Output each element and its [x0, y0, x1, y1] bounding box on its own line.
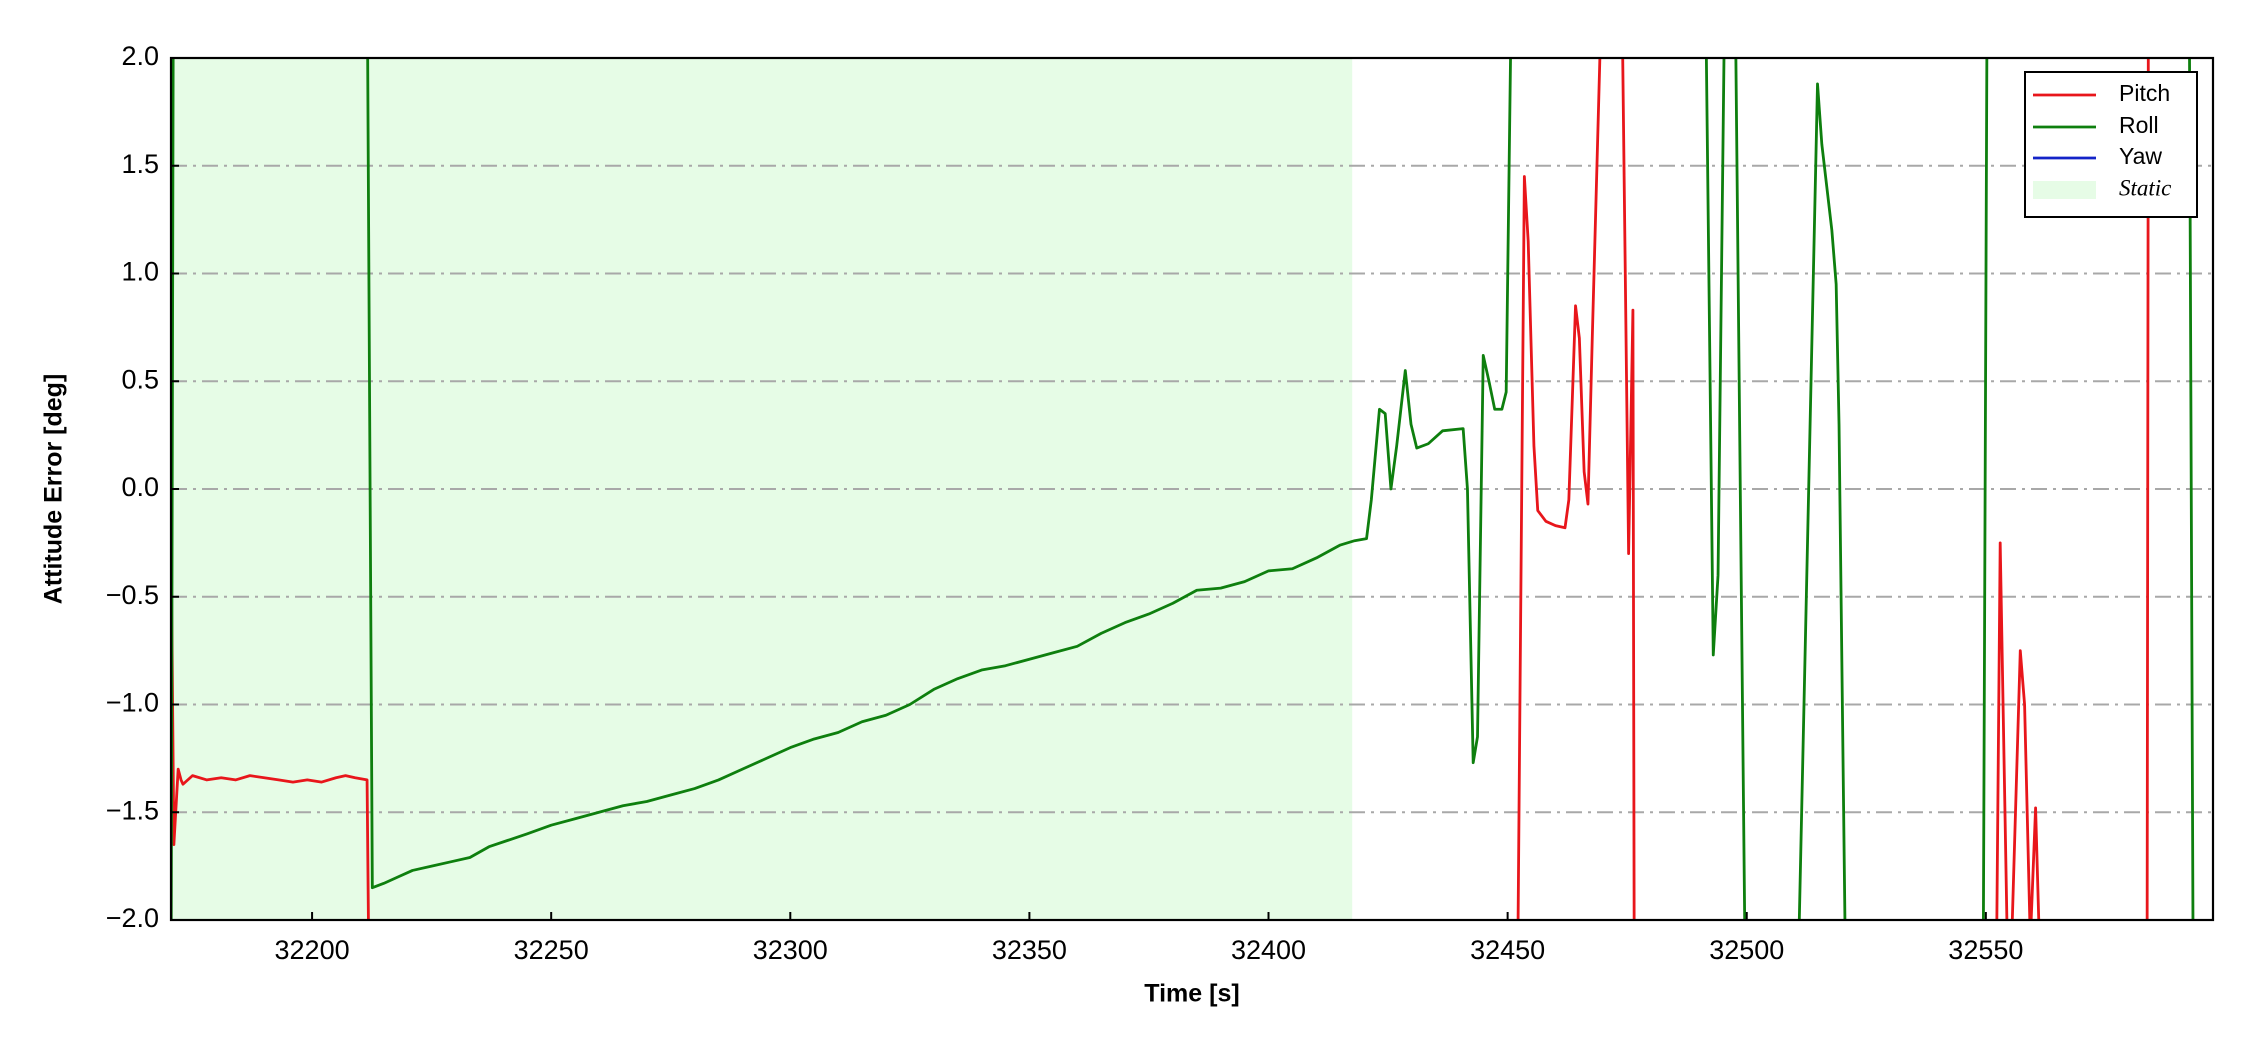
x-tick-label: 32500: [1709, 935, 1784, 965]
lines: [171, 58, 2195, 920]
legend: Pitch Roll Yaw Static: [2024, 71, 2198, 218]
legend-label: Roll: [2119, 112, 2159, 138]
y-tick-label: 2.0: [121, 41, 159, 71]
y-tick-label: 1.5: [121, 149, 159, 179]
y-tick-label: 0.5: [121, 364, 159, 394]
x-tick-label: 32350: [992, 935, 1067, 965]
y-tick-label: −0.5: [106, 580, 159, 610]
legend-swatch: [2033, 181, 2096, 199]
x-tick-label: 32550: [1948, 935, 2023, 965]
legend-label: Yaw: [2119, 143, 2162, 169]
y-tick-label: −1.0: [106, 688, 159, 718]
x-tick-label: 32300: [753, 935, 828, 965]
y-tick-label: −2.0: [106, 903, 159, 933]
y-tick-label: 1.0: [121, 257, 159, 287]
legend-label: Pitch: [2119, 80, 2170, 106]
series-line: [171, 58, 2195, 920]
y-tick-label: 0.0: [121, 472, 159, 502]
x-tick-label: 32250: [514, 935, 589, 965]
ticks: −2.0 −1.5 −1.0 −0.5 0.0 0.5 1.0 1.5 2.0 32200 3225…: [106, 41, 2024, 965]
legend-label: Static: [2119, 175, 2171, 200]
x-tick-label: 32450: [1470, 935, 1545, 965]
y-axis-label: Attitude Error [deg]: [40, 374, 68, 605]
y-tick-label: −1.5: [106, 795, 159, 825]
x-tick-label: 32200: [275, 935, 350, 965]
x-tick-label: 32400: [1231, 935, 1306, 965]
series-line: [171, 58, 2150, 920]
x-axis-label: Time [s]: [1144, 980, 1239, 1008]
